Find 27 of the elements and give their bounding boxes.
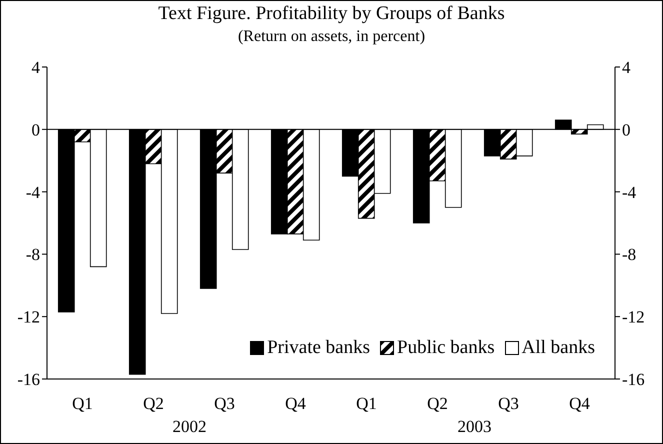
y-tick-label: -8 (26, 245, 40, 264)
x-tick-label: Q2 (143, 394, 164, 414)
y2-tick-label: 4 (622, 58, 631, 78)
legend-label: Private banks (267, 337, 370, 359)
text: 2002 (172, 417, 208, 437)
y2-tick-label: -12 (622, 308, 645, 327)
chart-subtitle: (Return on assets, in percent) (236, 28, 426, 46)
legend-label: All banks (522, 337, 595, 359)
chart-title: Text Figure. Profitability by Groups of Banks (157, 3, 506, 25)
y-tick-label: 0 (32, 120, 40, 140)
text: 2003 (456, 417, 492, 437)
x-tick-label: Q3 (498, 394, 519, 414)
x-tick-label: Q3 (214, 394, 235, 414)
x-tick-label: Q2 (427, 394, 448, 414)
x-tick-label: Q4 (569, 394, 590, 414)
y2-tick-label: -16 (622, 370, 645, 390)
legend-label: Public banks (397, 337, 495, 359)
x-tick-label: Q1 (72, 394, 93, 414)
y-tick-label: -12 (17, 308, 40, 327)
y-tick-label: 4 (32, 58, 40, 78)
y-tick-label: -16 (17, 370, 40, 390)
y2-tick-label: -8 (622, 245, 636, 264)
y2-tick-label: -4 (622, 182, 637, 202)
y2-tick-label: 0 (622, 120, 630, 140)
x-tick-label: Q1 (356, 394, 377, 414)
y-tick-label: -4 (26, 182, 40, 202)
x-tick-label: Q4 (285, 394, 306, 414)
